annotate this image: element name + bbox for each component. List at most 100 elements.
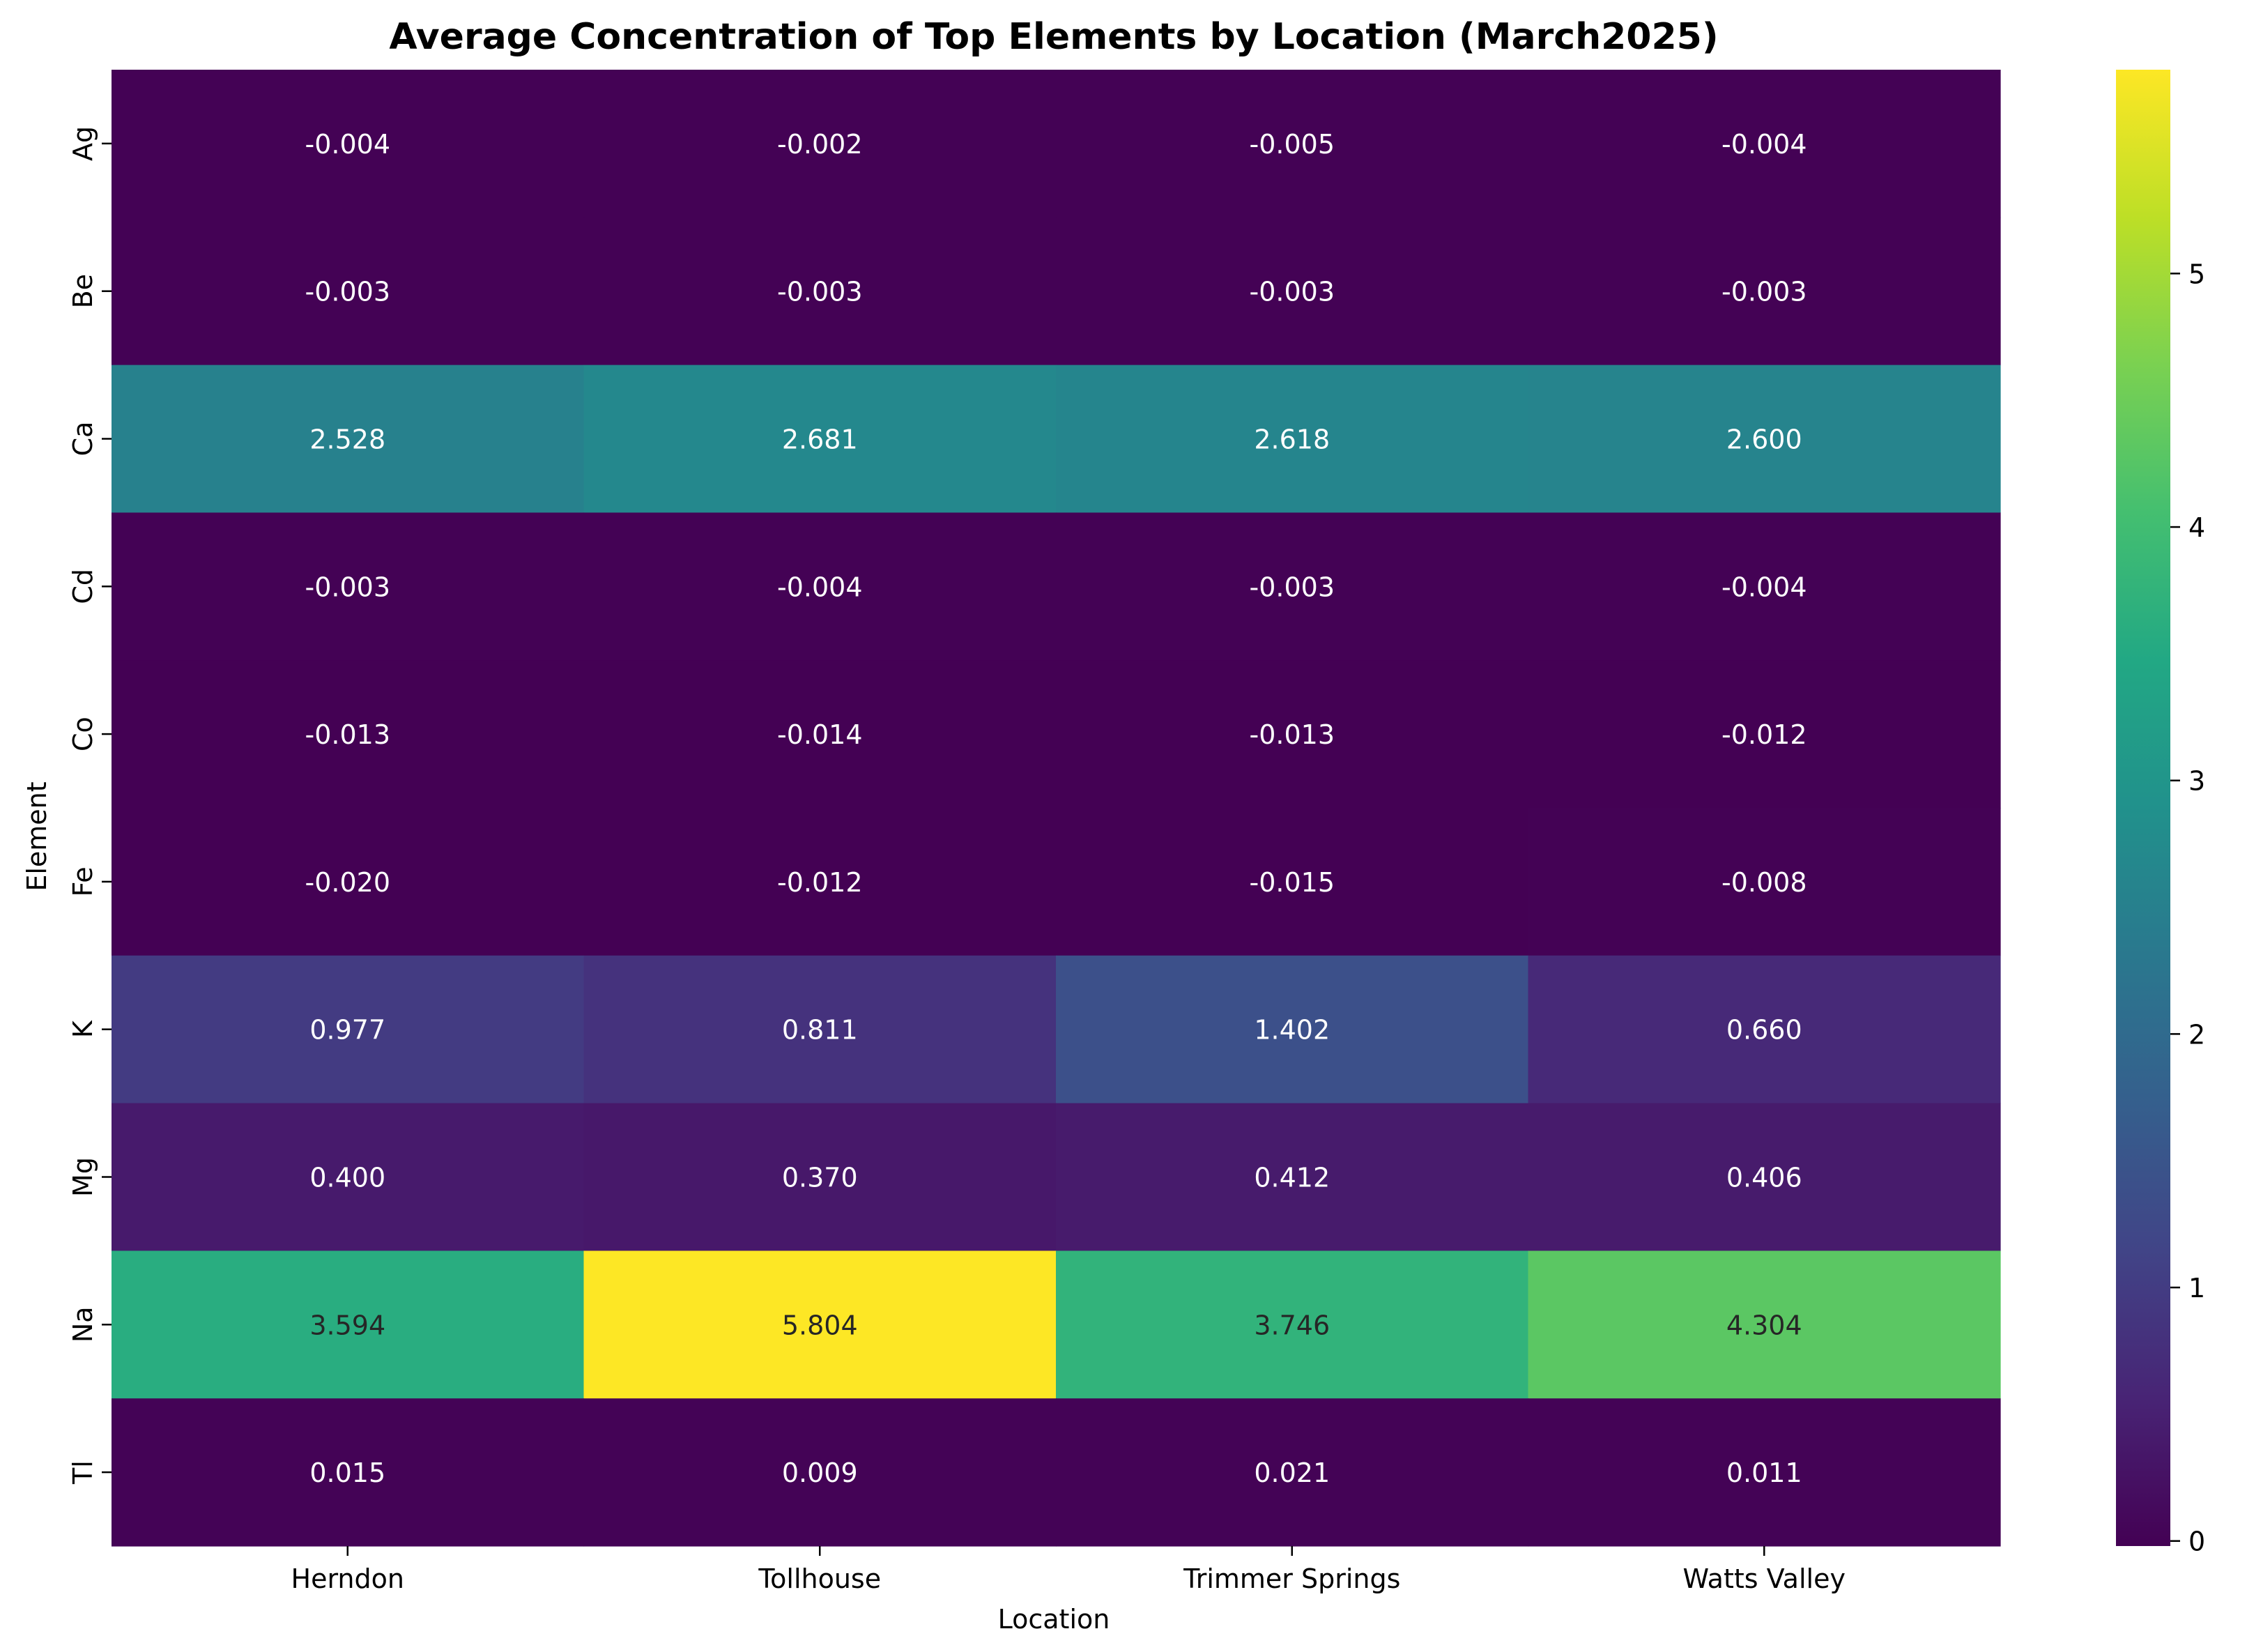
heatmap-cell-Tl-tollhouse [583,1398,1057,1547]
heatmap-cell-label: -0.014 [777,719,863,750]
colorbar-gradient [2116,70,2170,1546]
y-tick-label: Mg [68,1157,98,1197]
heatmap-cell-Co-tollhouse [583,660,1057,809]
heatmap-cell-Be-tollhouse [583,217,1057,366]
heatmap-cell-Co-trimmer-springs [1056,660,1529,809]
heatmap-cell-Na-tollhouse [583,1251,1057,1399]
heatmap-cell-Be-herndon [112,217,585,366]
heatmap-cell-label: -0.020 [305,867,391,898]
heatmap-cell-label: 0.811 [782,1015,858,1046]
y-tick-label: K [68,1020,98,1038]
colorbar-tick-label: 3 [2188,766,2205,797]
heatmap-cell-Ca-tollhouse [583,365,1057,513]
y-tick-label: Cd [68,569,98,604]
heatmap-cell-label: -0.005 [1250,129,1335,160]
heatmap-cell-label: -0.015 [1250,867,1335,898]
heatmap-cell-label: 0.977 [309,1015,385,1046]
heatmap-cell-labels: -0.004 -0.002 -0.005 -0.004 -0.003 -0.003 -0.0… [305,129,1807,1488]
heatmap-cell-label: 0.412 [1254,1163,1330,1193]
heatmap-cell-label: -0.013 [1250,719,1335,750]
heatmap-cell-label: 1.402 [1254,1015,1330,1046]
heatmap-cell-label: -0.004 [1721,129,1807,160]
heatmap-cell-Mg-herndon [112,1103,585,1251]
y-tick-label: Tl [68,1460,98,1485]
heatmap-cell-label: -0.003 [1250,277,1335,307]
x-tick-label: Trimmer Springs [1183,1563,1400,1594]
heatmap-cell-label: -0.003 [305,572,391,602]
heatmap-cell-label: 2.618 [1254,425,1330,455]
heatmap-cell-label: 3.594 [309,1310,385,1340]
heatmap-cell-label: 2.600 [1726,425,1802,455]
heatmap-cell-Tl-herndon [112,1398,585,1547]
heatmap-cell-Mg-watts-valley [1528,1103,2001,1251]
heatmap-cell-Mg-tollhouse [583,1103,1057,1251]
x-tick-label: Tollhouse [758,1563,881,1594]
heatmap-cell-label: 0.015 [309,1458,385,1488]
colorbar-tick-label: 4 [2188,512,2205,543]
heatmap-cell-label: 2.681 [782,425,858,455]
heatmap-cell-label: -0.004 [1721,572,1807,602]
heatmap-cell-label: -0.003 [1250,572,1335,602]
heatmap-cell-Tl-watts-valley [1528,1398,2001,1547]
y-tick-label: Be [68,274,98,308]
heatmap-cell-Na-watts-valley [1528,1251,2001,1399]
heatmap-cell-K-watts-valley [1528,955,2001,1104]
heatmap-cell-Fe-tollhouse [583,808,1057,956]
heatmap-cell-Cd-tollhouse [583,512,1057,661]
heatmap-cell-label: -0.003 [1721,277,1807,307]
heatmap-cell-label: 3.746 [1254,1310,1330,1340]
heatmap-cell-Co-herndon [112,660,585,809]
chart-title: Average Concentration of Top Elements by… [389,16,1718,58]
x-tick-label: Watts Valley [1683,1563,1846,1594]
heatmap-cell-Na-trimmer-springs [1056,1251,1529,1399]
heatmap-cell-Cd-herndon [112,512,585,661]
heatmap-cell-label: 5.804 [782,1310,858,1340]
heatmap-cell-Co-watts-valley [1528,660,2001,809]
heatmap-cell-Ca-trimmer-springs [1056,365,1529,513]
heatmap-cell-Ca-herndon [112,365,585,513]
heatmap-cell-label: -0.003 [305,277,391,307]
heatmap-cell-label: 2.528 [309,425,385,455]
heatmap-cell-label: -0.013 [305,719,391,750]
x-axis-label: Location [998,1604,1110,1635]
heatmap-cell-label: 0.400 [309,1163,385,1193]
colorbar-tick-label: 2 [2188,1019,2205,1050]
heatmap-cell-label: 0.009 [782,1458,858,1488]
heatmap-cell-label: 4.304 [1726,1310,1802,1340]
y-tick-label: Na [68,1306,98,1343]
heatmap-cell-label: -0.002 [777,129,863,160]
y-tick-label: Ca [68,422,98,457]
x-tick-label: Herndon [291,1563,404,1594]
heatmap-cell-Ca-watts-valley [1528,365,2001,513]
heatmap-cell-Fe-herndon [112,808,585,956]
x-axis: Herndon Tollhouse Trimmer Springs Watts Val… [291,1546,1846,1594]
heatmap-cell-Be-watts-valley [1528,217,2001,366]
heatmap-cell-Ag-herndon [112,70,585,218]
heatmap-cell-label: -0.012 [777,867,863,898]
y-tick-label: Co [68,717,98,751]
heatmap-cell-Be-trimmer-springs [1056,217,1529,366]
heatmap-cell-Cd-trimmer-springs [1056,512,1529,661]
colorbar-tick-label: 0 [2188,1527,2205,1557]
heatmap-cell-label: 0.021 [1254,1458,1330,1488]
colorbar-tick-label: 5 [2188,259,2205,289]
heatmap-cell-label: 0.011 [1726,1458,1802,1488]
heatmap-cell-Fe-watts-valley [1528,808,2001,956]
heatmap-cells [112,70,2001,1547]
heatmap-cell-Ag-watts-valley [1528,70,2001,218]
heatmap-cell-K-tollhouse [583,955,1057,1104]
y-tick-label: Ag [68,126,98,161]
heatmap-cell-Fe-trimmer-springs [1056,808,1529,956]
heatmap-cell-label: -0.008 [1721,867,1807,898]
heatmap-cell-label: -0.003 [777,277,863,307]
heatmap-cell-label: -0.012 [1721,719,1807,750]
heatmap-cell-label: -0.004 [777,572,863,602]
heatmap-cell-Ag-trimmer-springs [1056,70,1529,218]
y-tick-label: Fe [68,866,98,896]
colorbar: 0 1 2 3 4 5 [2116,70,2205,1557]
y-axis: Ag Be Ca Cd Co Fe K Mg Na Tl [68,126,112,1485]
heatmap-cell-Mg-trimmer-springs [1056,1103,1529,1251]
heatmap-cell-Tl-trimmer-springs [1056,1398,1529,1547]
heatmap-cell-Na-herndon [112,1251,585,1399]
